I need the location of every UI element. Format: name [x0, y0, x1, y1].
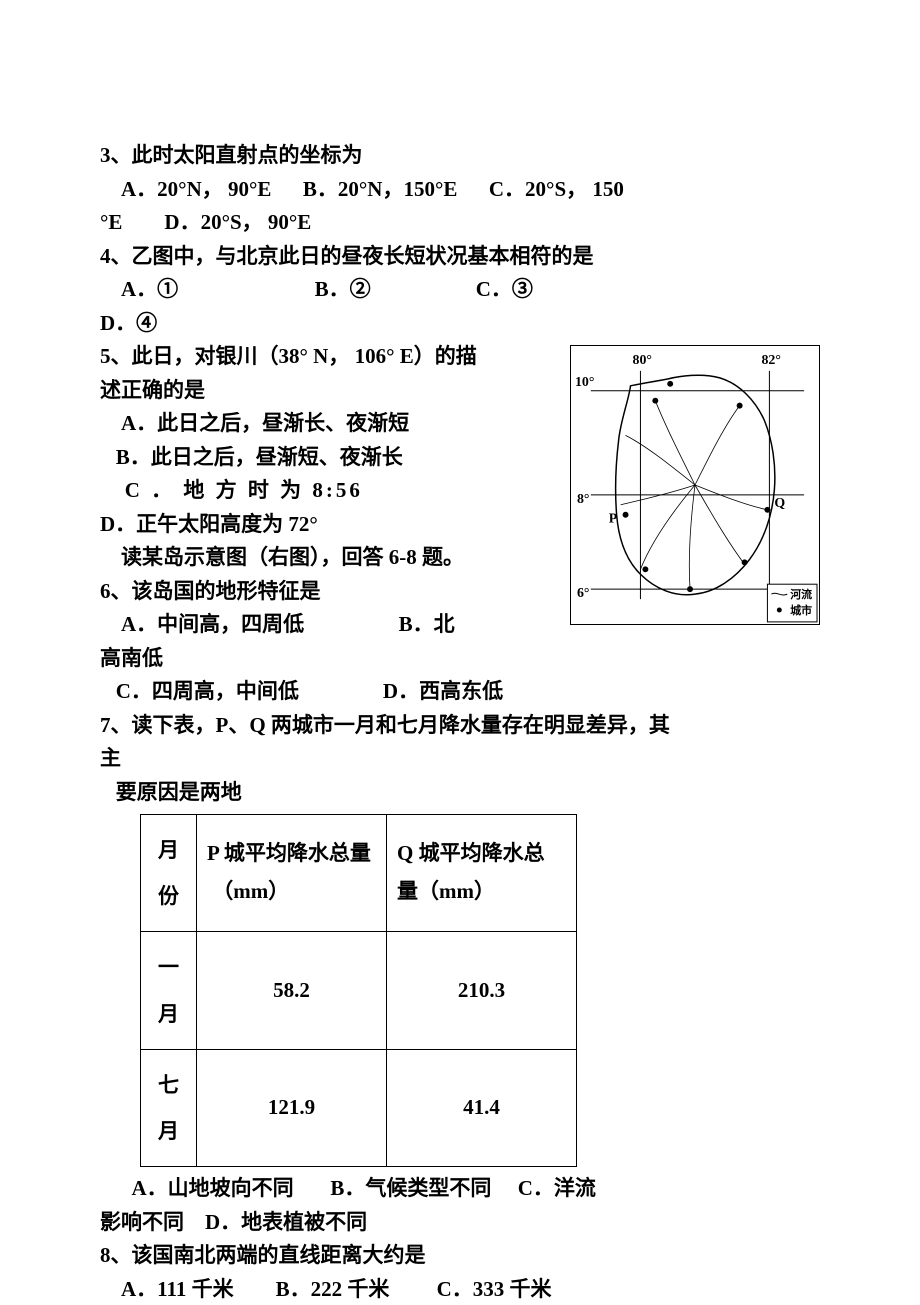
table-row-jul: 七 月 121.9 41.4: [141, 1049, 577, 1166]
island-map-svg: 80° 82° 10° 8° 6° P: [570, 345, 820, 625]
cell-jan-P: 58.2: [197, 932, 387, 1049]
map-lon82: 82°: [761, 353, 780, 368]
map-lat8: 8°: [577, 492, 590, 507]
q7-stem-l2: 主: [100, 743, 820, 775]
q4-optA: A．①: [121, 277, 178, 301]
q7-stem-l1: 7、读下表，P、Q 两城市一月和七月降水量存在明显差异，其: [100, 710, 820, 742]
map-lat6: 6°: [577, 586, 590, 601]
map-lat10: 10°: [575, 375, 594, 390]
q3-stem: 3、此时太阳直射点的坐标为: [100, 140, 820, 172]
q6-optA: A．中间高，四周低: [121, 612, 304, 636]
q3-optC-part1: C．20°S， 150: [489, 177, 624, 201]
q7-options-row1: A．山地坡向不同 B．气候类型不同 C．洋流: [100, 1173, 820, 1205]
q3-optA: A．20°N， 90°E: [121, 177, 271, 201]
q7-options-row2: 影响不同 D．地表植被不同: [100, 1207, 820, 1239]
cell-jul-Q: 41.4: [387, 1049, 577, 1166]
cell-jan-Q: 210.3: [387, 932, 577, 1049]
q7-stem-l3: 要原因是两地: [100, 777, 820, 809]
q8-options: A．111 千米 B．222 千米 C．333 千米: [100, 1274, 820, 1305]
q3-optB: B．20°N，150°E: [303, 177, 457, 201]
precip-table: 月 份 P 城平均降水总量 （mm） Q 城平均降水总 量（mm） 一 月 58…: [140, 814, 577, 1167]
q8-stem: 8、该国南北两端的直线距离大约是: [100, 1240, 820, 1272]
island-map-figure: 80° 82° 10° 8° 6° P: [570, 345, 820, 635]
q4-stem: 4、乙图中，与北京此日的昼夜长短状况基本相符的是: [100, 241, 820, 273]
q8-optC: C．333 千米: [437, 1277, 552, 1301]
cell-jul-month: 七 月: [141, 1049, 197, 1166]
col-P-header: P 城平均降水总量 （mm）: [197, 815, 387, 932]
q7-optD: D．地表植被不同: [205, 1210, 367, 1234]
cell-jul-P: 121.9: [197, 1049, 387, 1166]
q8-optB: B．222 千米: [276, 1277, 390, 1301]
legend-city-icon: [777, 608, 782, 613]
q4-options-row1: A．① B．② C．③: [100, 274, 820, 306]
q6-optB-cont: 高南低: [100, 643, 820, 675]
q4-optD: D．④: [100, 308, 820, 340]
q3-options-row1: A．20°N， 90°E B．20°N，150°E C．20°S， 150: [100, 174, 820, 206]
q7-optA: A．山地坡向不同: [132, 1176, 294, 1200]
col-month-header: 月 份: [141, 815, 197, 932]
legend-city-label: 城市: [790, 603, 812, 617]
q8-optA: A．111 千米: [121, 1277, 234, 1301]
q7-optC-cont: 影响不同: [100, 1210, 184, 1234]
q3-optD: D．20°S， 90°E: [164, 210, 311, 234]
legend-river-label: 河流: [790, 587, 812, 601]
q4-optC: C．③: [476, 277, 533, 301]
q7-optB: B．气候类型不同: [330, 1176, 491, 1200]
q6-optD: D．西高东低: [383, 679, 503, 703]
col-Q-header: Q 城平均降水总 量（mm）: [387, 815, 577, 932]
map-label-Q: Q: [774, 496, 785, 511]
q6-optB: B．北: [399, 612, 455, 636]
q6-optC: C．四周高，中间低: [116, 679, 299, 703]
q4-optB: B．②: [315, 277, 371, 301]
map-label-P: P: [609, 512, 618, 527]
q6-row2: C．四周高，中间低 D．西高东低: [100, 676, 820, 708]
map-lon80: 80°: [633, 353, 652, 368]
table-row-jan: 一 月 58.2 210.3: [141, 932, 577, 1049]
table-header-row: 月 份 P 城平均降水总量 （mm） Q 城平均降水总 量（mm）: [141, 815, 577, 932]
q7-optC: C．洋流: [518, 1176, 596, 1200]
q3-optC-part2: °E: [100, 210, 122, 234]
q3-options-row2: °E D．20°S， 90°E: [100, 207, 820, 239]
cell-jan-month: 一 月: [141, 932, 197, 1049]
